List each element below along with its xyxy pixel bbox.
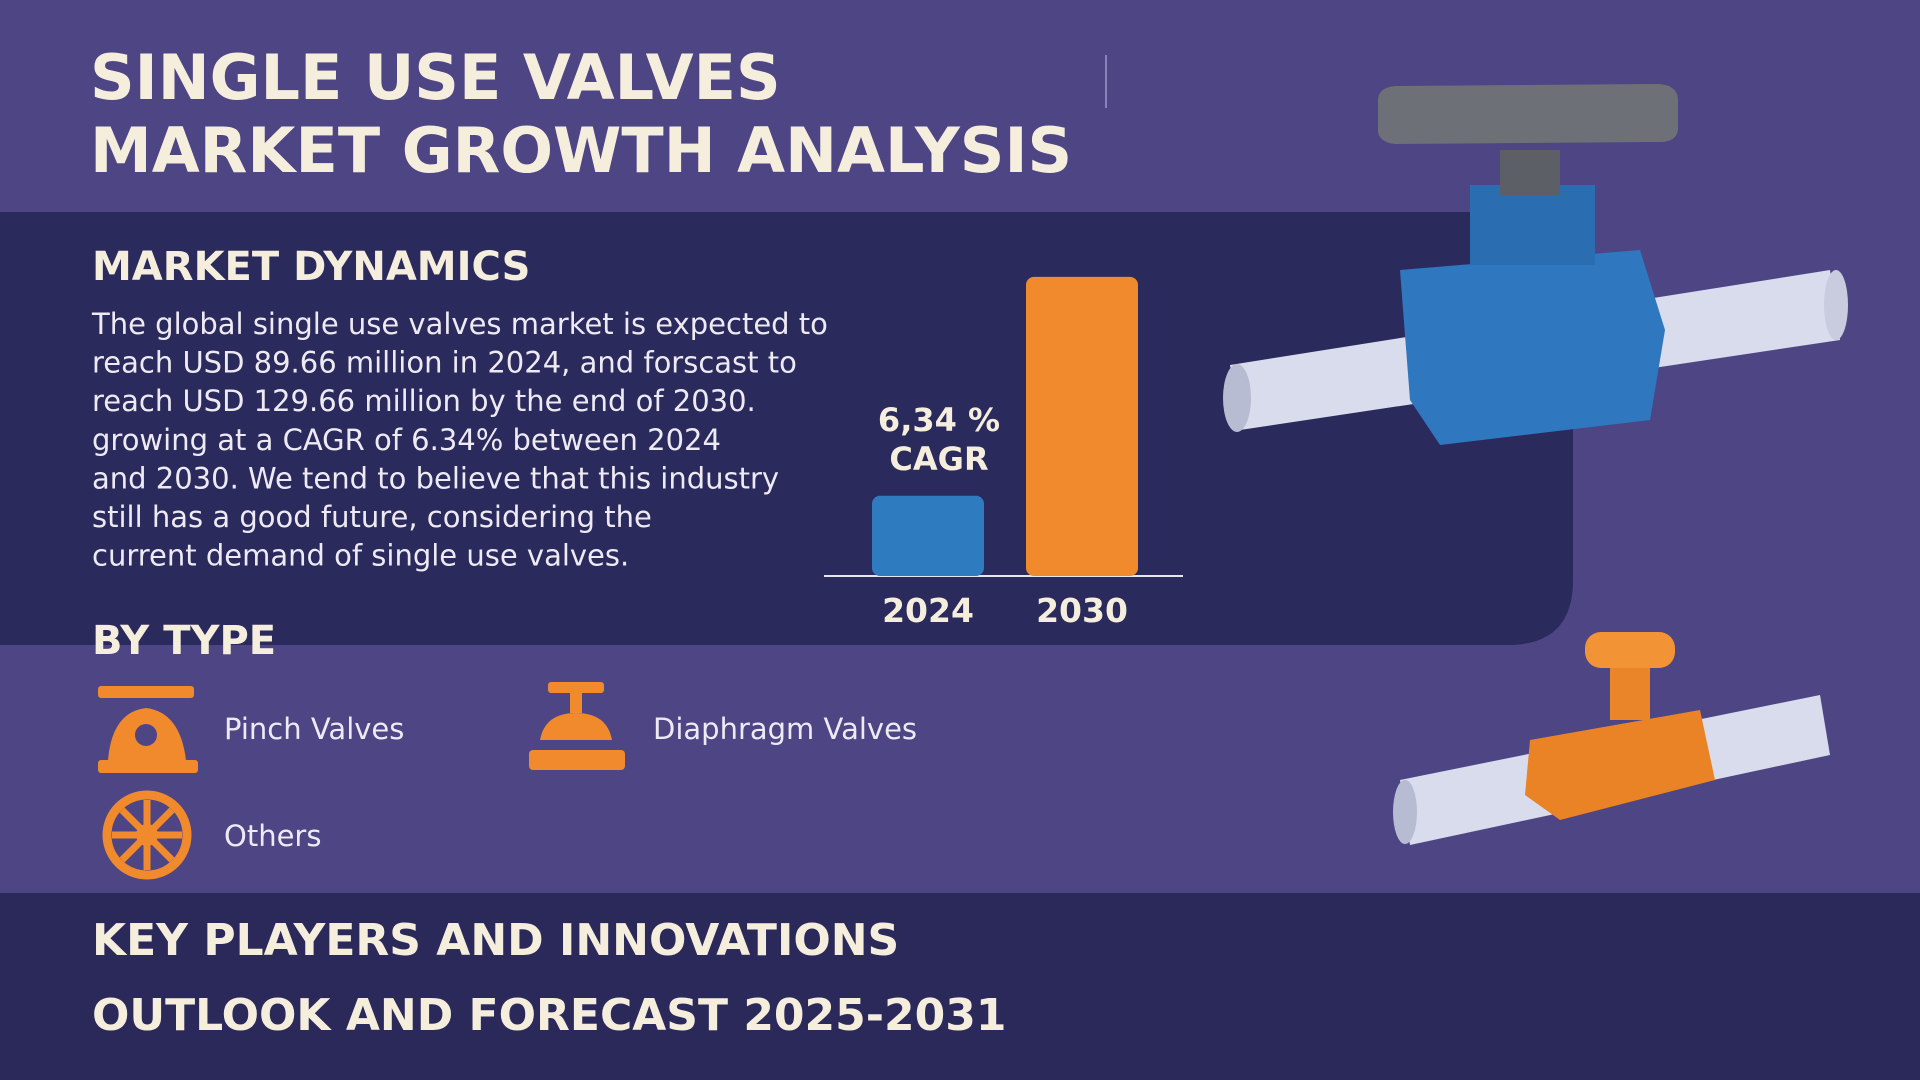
- paragraph: The global single use valves market is e…: [91, 307, 828, 573]
- orange-valve-illustration: [1393, 632, 1830, 845]
- cagr-annotation: 6,34 %: [878, 401, 1000, 439]
- pinch-icon: [98, 686, 198, 773]
- paragraph-line: reach USD 89.66 million in 2024, and for…: [92, 346, 797, 380]
- bar: [1026, 276, 1138, 576]
- paragraph-line: still has a good future, considering the: [92, 500, 652, 534]
- others-icon: [102, 790, 192, 880]
- type-label: Diaphragm Valves: [653, 712, 917, 746]
- footer-line: OUTLOOK AND FORECAST 2025-2031: [92, 990, 1007, 1041]
- paragraph-line: current demand of single use valves.: [92, 539, 629, 573]
- paragraph-line: growing at a CAGR of 6.34% between 2024: [92, 423, 721, 457]
- title-line: SINGLE USE VALVES: [90, 41, 781, 114]
- category-label: 2030: [1036, 591, 1128, 630]
- section-heading: MARKET DYNAMICS: [92, 244, 530, 290]
- diaphragm-icon: [529, 682, 625, 770]
- title-line: MARKET GROWTH ANALYSIS: [90, 114, 1072, 187]
- bar: [872, 495, 984, 576]
- paragraph-line: The global single use valves market is e…: [91, 307, 828, 341]
- section-heading: BY TYPE: [92, 618, 276, 664]
- category-label: 2024: [882, 591, 974, 630]
- footer-line: KEY PLAYERS AND INNOVATIONS: [92, 915, 899, 966]
- paragraph-line: reach USD 129.66 million by the end of 2…: [92, 384, 756, 418]
- footer-panel: [0, 893, 1920, 1080]
- paragraph-line: and 2030. We tend to believe that this i…: [92, 461, 779, 495]
- type-label: Pinch Valves: [224, 712, 404, 746]
- type-label: Others: [224, 819, 321, 853]
- dynamics-panel: [0, 212, 1573, 645]
- blue-valve-illustration: [1223, 84, 1848, 445]
- cagr-annotation: CAGR: [889, 440, 988, 478]
